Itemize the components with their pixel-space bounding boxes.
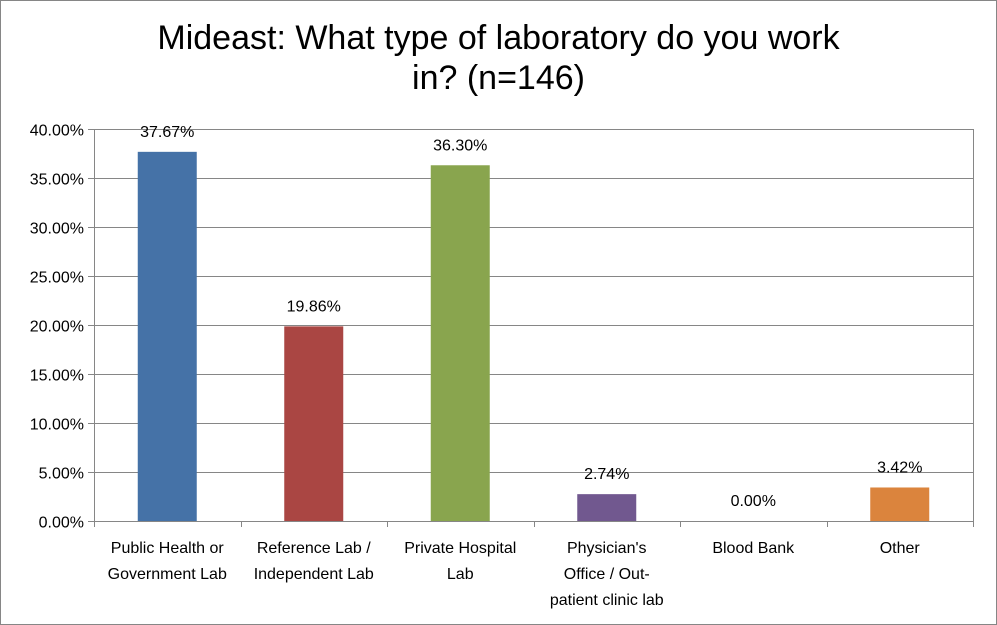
y-tick-label: 5.00% xyxy=(39,466,84,483)
y-tick-label: 0.00% xyxy=(39,515,84,532)
bar xyxy=(870,487,930,521)
x-tick-label: Blood Bank xyxy=(712,540,795,557)
data-label: 3.42% xyxy=(877,459,922,476)
x-tick-label: Other xyxy=(880,540,921,557)
bar xyxy=(430,165,490,521)
x-tick-label: Government Lab xyxy=(108,566,227,583)
y-tick-label: 35.00% xyxy=(30,172,84,189)
bar xyxy=(284,326,344,521)
data-label: 0.00% xyxy=(731,493,776,510)
x-tick-label: Private Hospital xyxy=(404,540,516,557)
x-tick-label: Office / Out- xyxy=(564,566,650,583)
bar xyxy=(577,494,637,521)
data-label: 19.86% xyxy=(287,298,341,315)
chart-title: Mideast: What type of laboratory do you … xyxy=(0,18,997,98)
bar xyxy=(137,151,197,522)
x-tick-label: patient clinic lab xyxy=(550,592,664,609)
y-tick-label: 25.00% xyxy=(30,270,84,287)
y-tick-label: 15.00% xyxy=(30,368,84,385)
y-tick-label: 40.00% xyxy=(30,123,84,140)
bars xyxy=(137,151,930,522)
chart-title-line-1: Mideast: What type of laboratory do you … xyxy=(157,19,840,57)
data-label: 2.74% xyxy=(584,466,629,483)
y-tick-label: 10.00% xyxy=(30,417,84,434)
x-tick-label: Physician's xyxy=(567,540,647,557)
data-label: 36.30% xyxy=(433,137,487,154)
y-tick-label: 30.00% xyxy=(30,221,84,238)
chart-title-line-2: in? (n=146) xyxy=(412,59,585,97)
data-label: 37.67% xyxy=(140,124,194,141)
x-tick-label: Reference Lab / xyxy=(257,540,371,557)
x-tick-label: Lab xyxy=(447,566,474,583)
y-tick-label: 20.00% xyxy=(30,319,84,336)
x-tick-label: Independent Lab xyxy=(254,566,374,583)
gridlines xyxy=(94,129,974,521)
labels: 0.00% 5.00% 10.00% 15.00% 20.00% 25.00% 30.00%… xyxy=(30,123,923,610)
x-tick-label: Public Health or xyxy=(111,540,225,557)
axes xyxy=(88,129,974,527)
